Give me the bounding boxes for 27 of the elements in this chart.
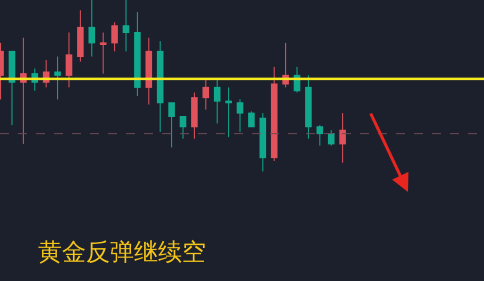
- candlestick: [66, 32, 72, 88]
- candlestick: [260, 112, 266, 172]
- candlestick: [328, 130, 335, 146]
- candlestick: [111, 22, 118, 52]
- candlestick: [305, 74, 312, 140]
- candlestick: [202, 78, 210, 110]
- candlestick: [100, 32, 106, 74]
- candlestick: [180, 116, 186, 140]
- candlestick: [168, 102, 175, 148]
- candlestick: [248, 110, 255, 128]
- candlestick: [134, 11, 141, 96]
- candlestick: [236, 98, 244, 132]
- candlestick: [54, 56, 61, 100]
- candlestick: [225, 86, 232, 138]
- text: 黄金反弹继续空: [38, 238, 206, 266]
- candlestick: [88, 0, 96, 58]
- candlestick: [77, 10, 84, 62]
- candlestick: [146, 37, 152, 106]
- candlestick: [8, 50, 16, 126]
- candlestick: [156, 40, 164, 132]
- candlestick: [270, 66, 278, 162]
- candlestick: [122, 0, 130, 52]
- candlestick: [20, 37, 27, 144]
- candlestick: [316, 124, 324, 146]
- candlestick: [191, 92, 198, 140]
- candlestick: [339, 112, 346, 164]
- candlestick: [214, 78, 220, 124]
